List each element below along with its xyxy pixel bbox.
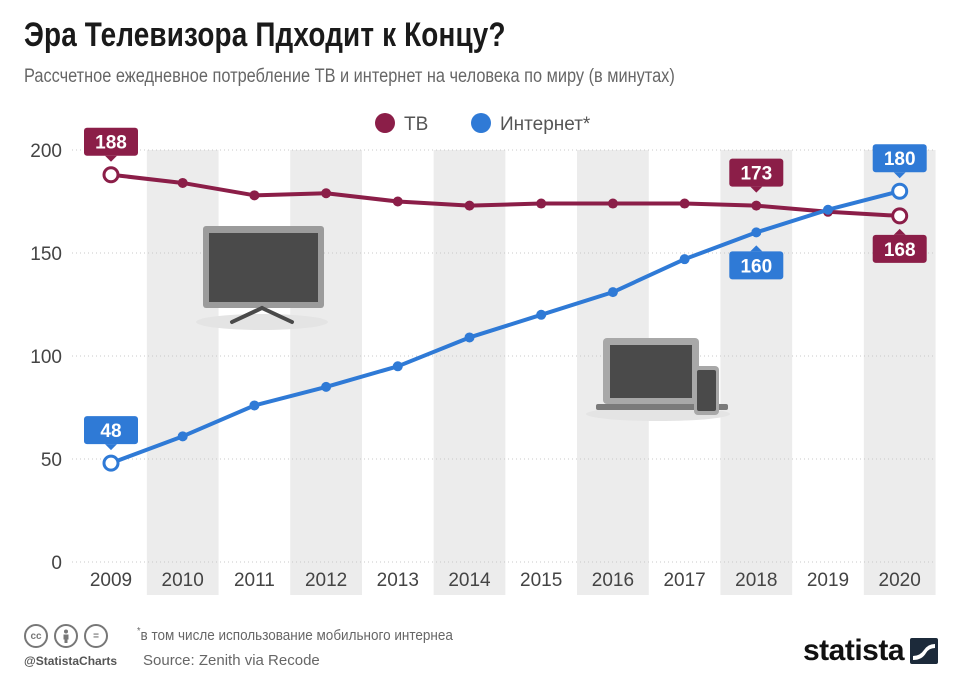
svg-text:188: 188 xyxy=(95,133,127,154)
legend-label: ТВ xyxy=(404,114,428,135)
legend-marker xyxy=(471,113,491,133)
data-point xyxy=(177,177,188,188)
y-tick-label: 100 xyxy=(30,347,62,368)
footnote: *в том числе использование мобильного ин… xyxy=(137,626,453,644)
x-tick-label: 2017 xyxy=(663,570,705,591)
column-band xyxy=(720,150,793,595)
data-label: 48 xyxy=(84,416,138,451)
y-tick-label: 200 xyxy=(30,141,62,162)
data-label: 188 xyxy=(84,127,138,162)
series-line xyxy=(109,172,902,218)
data-label: 180 xyxy=(872,144,927,179)
data-point xyxy=(102,454,120,472)
data-point xyxy=(607,198,618,209)
chart-subtitle: Рассчетное ежедневное потребление ТВ и и… xyxy=(24,66,675,87)
x-tick-label: 2012 xyxy=(305,570,347,591)
data-point xyxy=(464,200,475,211)
data-point xyxy=(102,166,120,184)
x-tick-label: 2018 xyxy=(735,570,777,591)
svg-text:160: 160 xyxy=(740,256,772,277)
data-point xyxy=(891,207,909,225)
data-point xyxy=(392,361,403,372)
column-band xyxy=(290,150,362,595)
x-tick-label: 2015 xyxy=(520,570,562,591)
y-tick-label: 0 xyxy=(51,553,62,574)
x-tick-label: 2010 xyxy=(162,570,204,591)
x-tick-label: 2013 xyxy=(377,570,419,591)
data-point xyxy=(321,381,332,392)
x-tick-label: 2019 xyxy=(807,570,849,591)
statista-logo[interactable]: statista xyxy=(803,634,939,668)
television-icon xyxy=(196,226,328,330)
svg-text:48: 48 xyxy=(100,421,121,442)
data-label: 173 xyxy=(729,158,784,193)
svg-text:173: 173 xyxy=(740,164,772,185)
data-point xyxy=(607,287,618,298)
legend-marker xyxy=(375,113,395,133)
legend-label: Интернет* xyxy=(500,114,591,135)
x-tick-label: 2009 xyxy=(90,570,132,591)
data-label: 160 xyxy=(729,245,784,280)
source-text: Source: Zenith via Recode xyxy=(143,652,320,669)
x-tick-label: 2014 xyxy=(448,570,491,591)
series-line xyxy=(109,189,902,466)
data-point xyxy=(177,431,188,442)
y-tick-label: 50 xyxy=(41,450,62,471)
data-point xyxy=(751,200,762,211)
no-derivatives-icon: = xyxy=(84,624,108,648)
data-point xyxy=(823,204,833,215)
data-point xyxy=(891,182,909,200)
data-point xyxy=(249,190,260,201)
creative-commons-icon: cc xyxy=(24,624,48,648)
data-point xyxy=(679,254,690,265)
statista-wordmark: statista xyxy=(803,634,905,667)
chart-title: Эра Телевизора Пдходит к Концу? xyxy=(24,16,506,54)
data-point xyxy=(751,227,762,238)
data-point xyxy=(536,309,547,320)
data-point xyxy=(536,198,547,209)
x-tick-label: 2020 xyxy=(879,570,921,591)
statista-logo-icon xyxy=(910,638,939,664)
column-band xyxy=(146,150,219,595)
x-tick-label: 2016 xyxy=(592,570,634,591)
column-band xyxy=(433,150,506,595)
statista-handle[interactable]: @StatistaCharts xyxy=(24,654,118,668)
data-point xyxy=(321,188,332,199)
data-label: 168 xyxy=(872,228,927,263)
data-point xyxy=(392,196,403,207)
svg-text:168: 168 xyxy=(884,240,916,261)
license-icons: cc = xyxy=(24,624,108,648)
svg-text:180: 180 xyxy=(884,149,916,170)
data-point xyxy=(679,198,690,209)
y-tick-label: 150 xyxy=(30,244,62,265)
data-point xyxy=(249,400,260,411)
laptop-phone-icon xyxy=(586,338,730,421)
x-tick-label: 2011 xyxy=(234,570,275,591)
line-chart: 0 50 100 150 200 2009 2010 2011 2012 2013 2014 2015… xyxy=(30,113,936,595)
data-point xyxy=(464,332,475,343)
attribution-icon xyxy=(54,624,78,648)
